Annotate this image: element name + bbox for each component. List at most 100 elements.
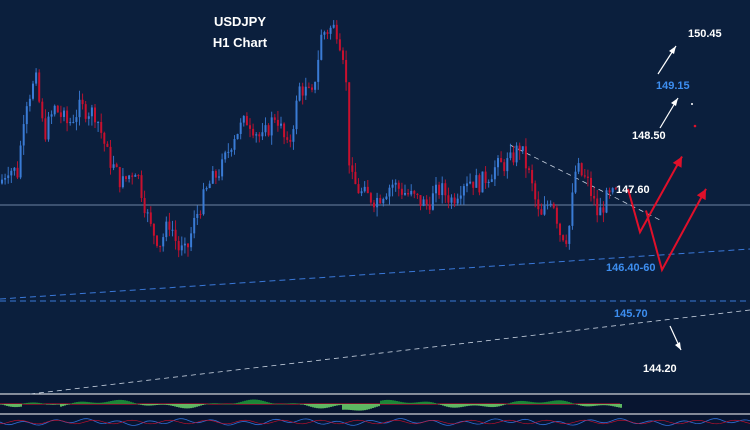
candle [236,133,239,140]
oscillator-bar [320,404,322,409]
candle-body [506,158,509,172]
candle [121,168,124,189]
oscillator-bar [350,404,352,411]
oscillator-bar [84,401,86,404]
oscillator-bar [522,400,524,404]
candle-body [497,158,499,168]
oscillator-bar [550,401,552,404]
oscillator-bar [396,401,398,404]
oscillator-bar [242,401,244,404]
oscillator-bar [112,400,114,404]
oscillator-bar [410,402,412,404]
oscillator-bar [82,401,84,404]
oscillator-bar [566,401,568,404]
candle [276,110,279,132]
oscillator-bar [248,399,250,404]
candle [90,104,93,126]
candle-body [242,116,245,123]
candle [400,182,403,199]
candle [487,179,490,188]
oscillator-bar [576,404,578,405]
candle-body [56,105,59,113]
oscillator-bar [62,404,64,407]
oscillator-bar [72,402,74,404]
candle [128,174,131,183]
candle-body [174,229,177,241]
oscillator-bar [530,401,532,404]
candle-body [342,50,344,60]
scenario-arrowhead-1 [672,156,682,168]
oscillator-bar [52,404,54,405]
oscillator-bar [140,404,142,405]
indicator-panel [0,394,750,430]
candle-body [78,99,81,118]
oscillator-bar [424,401,426,404]
oscillator-bar [478,404,480,406]
oscillator-bar [468,404,470,406]
oscillator-bar [36,402,38,404]
oscillator-bar [606,404,608,406]
candle-body [404,193,406,195]
candle [10,168,13,183]
candle-body [487,181,490,184]
oscillator-bar [100,402,102,404]
oscillator-bar [608,404,610,406]
oscillator-bar [22,403,24,404]
candle [466,176,468,193]
candle-body [546,204,549,206]
candle-body [311,87,313,90]
oscillator-bar [614,404,616,407]
candle [422,196,425,207]
oscillator-bar [12,404,14,407]
oscillator-bar [154,404,156,406]
candle-body [134,174,137,177]
candle [404,184,406,196]
oscillator-signal-line [0,419,750,425]
oscillator-bar [492,404,494,408]
candle [177,236,180,258]
candle-body [351,165,354,172]
candle-body [456,198,459,204]
candle [524,138,527,178]
candle [295,95,298,135]
candle [317,50,320,90]
candle [162,233,165,252]
candle [19,140,22,180]
oscillator-bar [466,404,468,407]
candle-body [335,24,338,40]
oscillator-bar [336,404,338,406]
candle [335,20,338,44]
oscillator-bar [412,402,414,404]
oscillator-bar [532,402,534,404]
candle-body [515,145,518,163]
candle-body [348,82,351,166]
candle [16,161,19,179]
candle [214,169,217,185]
oscillator-bar [108,401,110,404]
oscillator-bar [524,401,526,404]
candle [478,173,481,196]
candle-body [252,128,255,136]
candle [230,148,233,157]
candle-body [376,197,379,208]
candle [50,110,53,125]
chart-title: USDJPY [214,14,266,29]
oscillator-bar [150,404,152,406]
oscillator-bar [394,400,396,404]
candle-body [152,223,155,236]
oscillator-bar [452,404,454,408]
oscillator-bar [32,402,34,404]
oscillator-bar [298,403,300,405]
candle [131,172,134,185]
candle-body [264,125,267,133]
candle-body [168,221,171,230]
candle-body [183,243,186,246]
candle-body [106,143,109,147]
oscillator-bar [312,404,314,408]
candle-body [289,139,292,142]
oscillator-bar [560,400,562,404]
oscillator-bar [294,403,296,404]
oscillator-bar [528,401,530,404]
candle [562,234,565,242]
candle [41,98,44,122]
